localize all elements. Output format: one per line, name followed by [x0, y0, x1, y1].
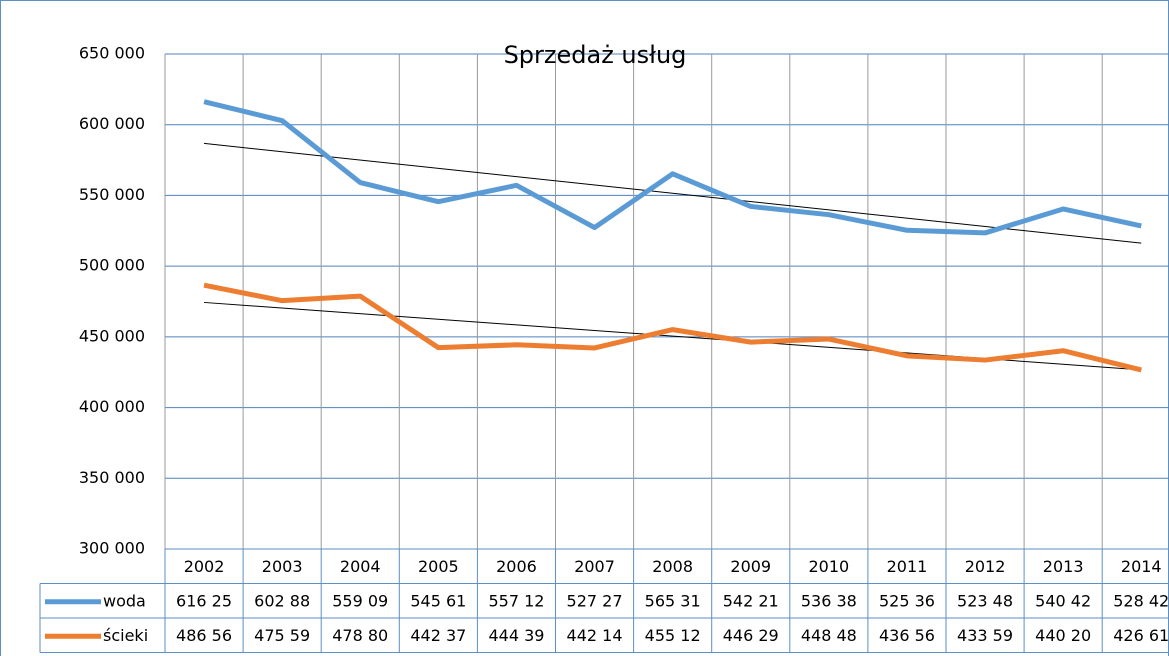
x-tick-label: 2002 [184, 557, 225, 576]
x-tick-label: 2003 [262, 557, 303, 576]
table-value: 527 27 [567, 591, 623, 610]
table-value: 478 80 [332, 626, 388, 645]
y-tick-label: 300 000 [79, 539, 145, 558]
x-tick-label: 2007 [574, 557, 615, 576]
table-value: 528 42 [1113, 591, 1169, 610]
x-tick-label: 2005 [418, 557, 459, 576]
table-value: 559 09 [332, 591, 388, 610]
table-value: 525 36 [879, 591, 935, 610]
table-value: 475 59 [254, 626, 310, 645]
table-value: 444 39 [488, 626, 544, 645]
table-value: 486 56 [176, 626, 232, 645]
x-tick-label: 2008 [652, 557, 693, 576]
y-tick-label: 600 000 [79, 114, 145, 133]
x-tick-label: 2013 [1043, 557, 1084, 576]
legend-label: woda [103, 591, 146, 610]
grid [39, 53, 1169, 653]
x-tick-label: 2004 [340, 557, 381, 576]
table-value: 448 48 [801, 626, 857, 645]
y-tick-label: 500 000 [79, 256, 145, 275]
table-value: 545 61 [410, 591, 466, 610]
table-value: 455 12 [645, 626, 701, 645]
series-line [203, 282, 1142, 373]
series-line [203, 99, 1142, 236]
table-value: 616 25 [176, 591, 232, 610]
chart-title: Sprzedaż usług [504, 41, 687, 69]
legend-label: ścieki [103, 626, 148, 645]
y-tick-label: 450 000 [79, 326, 145, 345]
x-tick-label: 2010 [808, 557, 849, 576]
y-tick-label: 350 000 [79, 468, 145, 487]
table-value: 446 29 [723, 626, 779, 645]
x-tick-label: 2006 [496, 557, 537, 576]
y-tick-label: 550 000 [79, 185, 145, 204]
table-value: 540 42 [1035, 591, 1091, 610]
table-value: 557 12 [488, 591, 544, 610]
table-value: 436 56 [879, 626, 935, 645]
y-tick-label: 400 000 [79, 397, 145, 416]
trend-line [203, 142, 1142, 244]
y-tick-label: 650 000 [79, 44, 145, 63]
table-value: 433 59 [957, 626, 1013, 645]
table-value: 523 48 [957, 591, 1013, 610]
table-value: 442 14 [567, 626, 623, 645]
table-value: 565 31 [645, 591, 701, 610]
table-value: 602 88 [254, 591, 310, 610]
x-tick-label: 2011 [887, 557, 928, 576]
table-value: 440 20 [1035, 626, 1091, 645]
table-value: 536 38 [801, 591, 857, 610]
table-value: 426 61 [1113, 626, 1169, 645]
table-value: 442 37 [410, 626, 466, 645]
table-value: 542 21 [723, 591, 779, 610]
x-tick-label: 2009 [730, 557, 771, 576]
marks [203, 99, 1142, 373]
x-tick-label: 2012 [965, 557, 1006, 576]
x-tick-label: 2014 [1121, 557, 1162, 576]
